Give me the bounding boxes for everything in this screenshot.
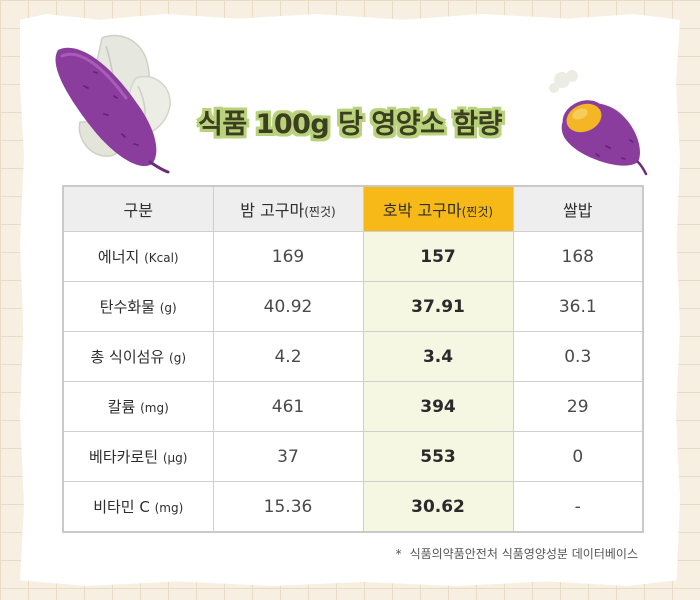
value-cell: 15.36: [212, 481, 364, 533]
value-cell-highlight: 553: [362, 431, 514, 482]
value-cell: 37: [212, 431, 364, 482]
table-row: 비타민 C (mg) 15.36 30.62 -: [62, 481, 644, 533]
value-cell: 0: [512, 431, 644, 482]
table-row: 에너지 (Kcal) 169 157 168: [62, 231, 644, 282]
sweet-potato-with-leaves-icon: [55, 34, 171, 174]
row-label: 비타민 C (mg): [62, 481, 214, 533]
value-cell: 29: [512, 381, 644, 432]
row-label: 에너지 (Kcal): [62, 231, 214, 282]
footnote-marker: *: [395, 547, 402, 561]
value-cell-highlight: 30.62: [362, 481, 514, 533]
row-label: 베타카로틴 (μg): [62, 431, 214, 482]
source-footnote: * 식품의약품안전처 식품영양성분 데이터베이스: [396, 545, 638, 562]
header-pumpkin-sweet-potato: 호박 고구마(찐것): [362, 185, 514, 232]
title-banner: 식품 100g 당 영양소 함량: [150, 98, 550, 144]
header-chestnut-sweet-potato: 밤 고구마(찐것): [212, 185, 364, 232]
cut-pumpkin-sweet-potato-icon: [549, 70, 648, 176]
table-row: 총 식이섬유 (g) 4.2 3.4 0.3: [62, 331, 644, 382]
header-label: 구분: [123, 201, 153, 220]
table-row: 탄수화물 (g) 40.92 37.91 36.1: [62, 281, 644, 332]
row-label: 탄수화물 (g): [62, 281, 214, 332]
header-unit: (찐것): [461, 205, 494, 219]
footnote-text: 식품의약품안전처 식품영양성분 데이터베이스: [409, 547, 638, 561]
page-title: 식품 100g 당 영양소 함량: [197, 108, 503, 140]
value-cell-highlight: 394: [362, 381, 514, 432]
value-cell-highlight: 37.91: [362, 281, 514, 332]
row-label: 총 식이섬유 (g): [62, 331, 214, 382]
value-cell: -: [512, 481, 644, 533]
header-row: 구분 밤 고구마(찐것) 호박 고구마(찐것) 쌀밥: [62, 185, 644, 232]
header-label: 밤 고구마: [240, 201, 305, 220]
value-cell: 168: [512, 231, 644, 282]
value-cell: 4.2: [212, 331, 364, 382]
header-unit: (찐것): [304, 205, 336, 219]
value-cell: 461: [212, 381, 364, 432]
header-rice: 쌀밥: [512, 185, 644, 232]
value-cell: 40.92: [212, 281, 364, 332]
nutrition-table: 구분 밤 고구마(찐것) 호박 고구마(찐것) 쌀밥 에너지 (Kcal) 16…: [62, 185, 644, 533]
value-cell: 36.1: [512, 281, 644, 332]
value-cell-highlight: 3.4: [362, 331, 514, 382]
value-cell: 169: [212, 231, 364, 282]
header-label: 쌀밥: [563, 201, 593, 220]
header-label: 호박 고구마: [382, 201, 462, 220]
table-row: 칼륨 (mg) 461 394 29: [62, 381, 644, 432]
table-row: 베타카로틴 (μg) 37 553 0: [62, 431, 644, 482]
header-category: 구분: [62, 185, 214, 232]
value-cell-highlight: 157: [362, 231, 514, 282]
value-cell: 0.3: [512, 331, 644, 382]
row-label: 칼륨 (mg): [62, 381, 214, 432]
